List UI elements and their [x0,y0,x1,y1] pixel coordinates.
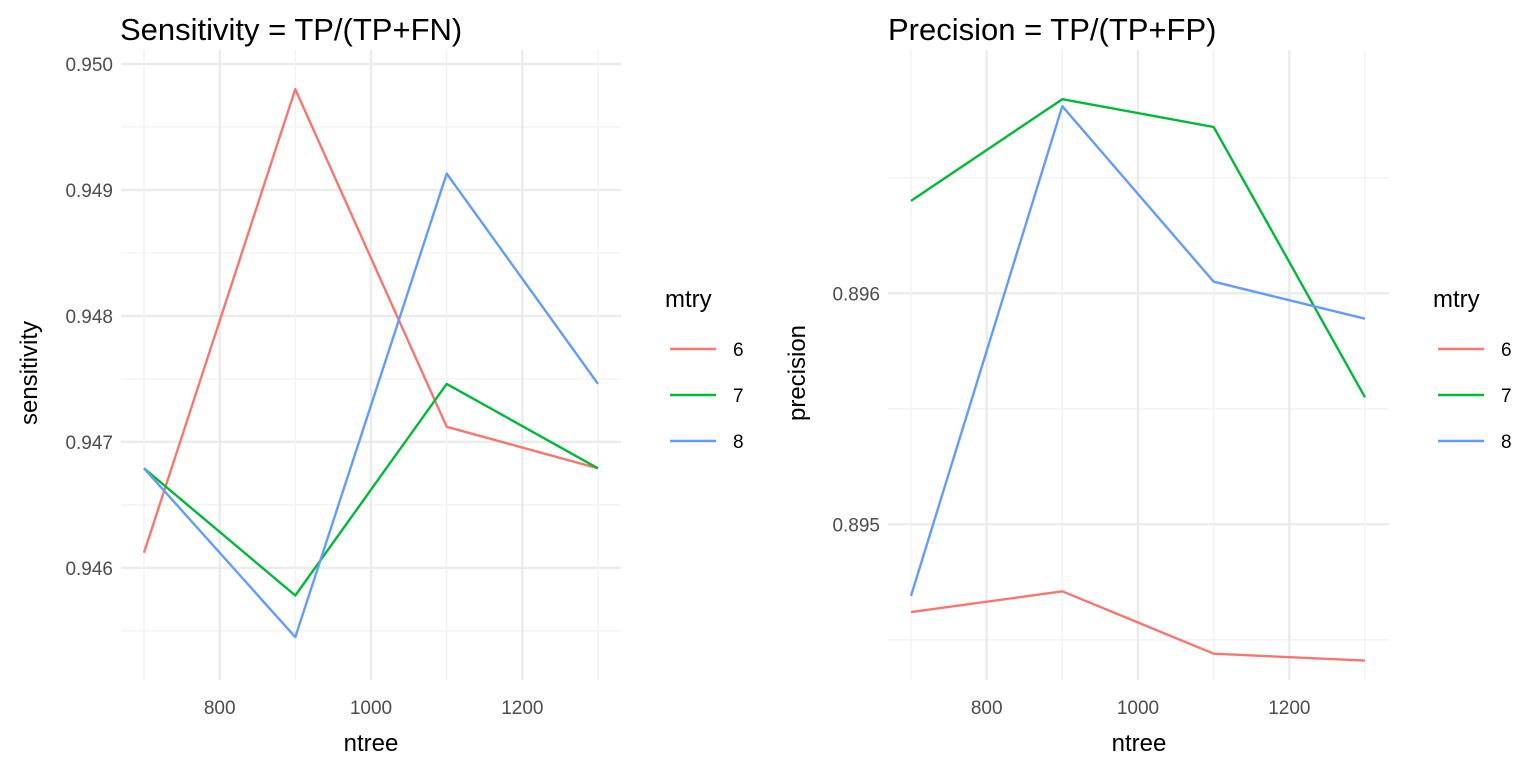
precision-legend-label-6: 6 [1501,340,1512,361]
precision-line-mtry-7 [910,97,1367,398]
sensitivity-y-tick-label: 0.946 [65,559,113,580]
sensitivity-x-tick-label: 1200 [501,698,543,719]
precision-y-axis-title: precision [784,325,811,421]
sensitivity-y-ticks: 0.946 0.947 0.948 0.949 0.950 [65,55,113,580]
precision-panel: Precision = TP/(TP+FP) 0.895 0.896 800 100… [784,12,1512,757]
sensitivity-y-tick-label: 0.949 [65,181,113,202]
sensitivity-gridlines [121,50,621,680]
sensitivity-line-mtry-6 [142,87,599,554]
sensitivity-x-ticks: 800 1000 1200 [204,698,544,719]
sensitivity-lines [142,87,599,639]
sensitivity-legend-label-8: 8 [733,432,744,453]
precision-x-tick-label: 1200 [1268,698,1310,719]
precision-y-tick-label: 0.896 [832,284,880,305]
sensitivity-legend: mtry 6 7 8 [665,286,744,453]
precision-line-mtry-6 [910,590,1366,662]
precision-x-axis-title: ntree [1112,730,1167,757]
precision-y-ticks: 0.895 0.896 [832,284,880,536]
precision-legend-label-7: 7 [1501,386,1512,407]
precision-legend-items: 6 7 8 [1438,340,1512,453]
precision-gridlines [888,50,1389,680]
sensitivity-line-mtry-7 [143,382,599,597]
sensitivity-x-tick-label: 800 [204,698,236,719]
sensitivity-y-tick-label: 0.950 [65,55,113,76]
precision-title: Precision = TP/(TP+FP) [888,12,1216,47]
sensitivity-panel: Sensitivity = TP/(TP+FN) 0.946 0.947 0.948… [16,12,744,757]
sensitivity-legend-label-7: 7 [733,386,744,407]
precision-line-mtry-8 [909,104,1366,597]
precision-y-tick-label: 0.895 [832,515,880,536]
precision-x-tick-label: 800 [971,698,1003,719]
sensitivity-y-tick-label: 0.948 [65,307,113,328]
precision-legend: mtry 6 7 8 [1433,286,1512,453]
sensitivity-y-axis-title: sensitivity [16,321,43,425]
precision-x-ticks: 800 1000 1200 [971,698,1311,719]
sensitivity-x-tick-label: 1000 [350,698,392,719]
sensitivity-title: Sensitivity = TP/(TP+FN) [120,12,462,47]
precision-legend-label-8: 8 [1501,432,1512,453]
sensitivity-line-mtry-8 [143,172,599,639]
sensitivity-legend-items: 6 7 8 [670,340,744,453]
precision-legend-title: mtry [1433,286,1480,313]
sensitivity-y-tick-label: 0.947 [65,433,113,454]
precision-lines [909,97,1367,662]
sensitivity-legend-label-6: 6 [733,340,744,361]
precision-x-tick-label: 1000 [1117,698,1159,719]
sensitivity-legend-title: mtry [665,286,712,313]
sensitivity-x-axis-title: ntree [344,730,399,757]
